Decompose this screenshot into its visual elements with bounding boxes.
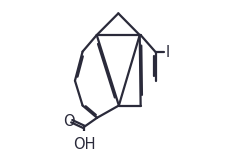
Text: I: I (166, 45, 170, 60)
Text: O: O (63, 114, 75, 129)
Text: OH: OH (73, 137, 95, 152)
